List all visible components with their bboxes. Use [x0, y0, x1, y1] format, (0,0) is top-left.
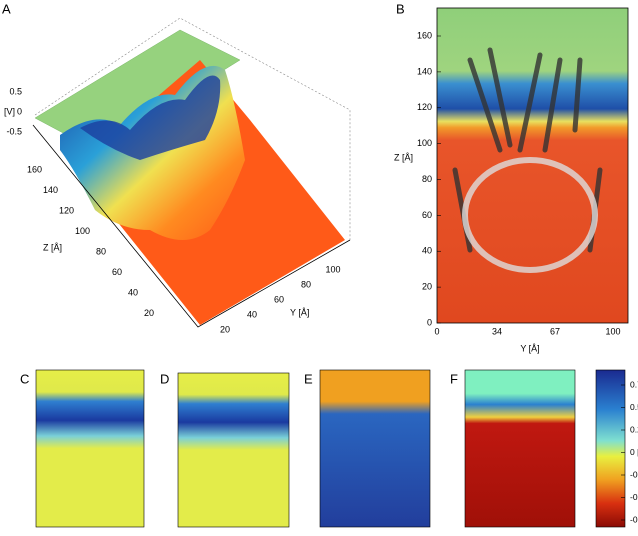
tick-label: 80: [422, 174, 432, 184]
tick-label: 60: [274, 294, 284, 304]
tick-label: 0: [17, 106, 22, 116]
map-c: [35, 369, 145, 528]
tick-label: 140: [417, 66, 432, 76]
axis-label: Z [Å]: [43, 242, 62, 252]
tick-label: 120: [417, 102, 432, 112]
tick-label: 0: [434, 326, 439, 336]
tick-label: 34: [492, 326, 502, 336]
map-f: [464, 369, 576, 528]
map-e: [319, 369, 431, 528]
axis-label: Y [Å]: [290, 307, 309, 317]
colorbar-tick-label: 0.25: [630, 424, 638, 434]
tick-label: 20: [422, 282, 432, 292]
panel-label: A: [2, 1, 11, 16]
tick-label: 20: [220, 324, 230, 334]
map-d: [177, 372, 290, 528]
panel-label: E: [304, 371, 313, 386]
axis-label: Z [Å]: [394, 152, 413, 162]
panel-label: F: [450, 371, 458, 386]
colorbar-tick-label: -0.25: [630, 469, 638, 479]
panel-label: C: [20, 371, 29, 386]
colorbar-tick-label: 0 [V]: [630, 447, 638, 457]
surface-plot: [32, 17, 351, 328]
colorbar-tick-label: -0.50: [630, 492, 638, 502]
potential-map: [436, 7, 629, 324]
tick-label: 100: [417, 138, 432, 148]
colorbar: [595, 369, 626, 528]
tick-label: 67: [550, 326, 560, 336]
tick-label: 40: [247, 309, 257, 319]
tick-label: 40: [422, 246, 432, 256]
tick-label: -0.5: [6, 126, 22, 136]
panel-label: D: [160, 371, 169, 386]
panel-label: B: [396, 1, 405, 16]
tick-label: 100: [75, 226, 90, 236]
tick-label: 60: [422, 210, 432, 220]
tick-label: 60: [112, 267, 122, 277]
tick-label: 80: [96, 246, 106, 256]
tick-label: 0.5: [9, 86, 22, 96]
tick-label: 160: [417, 30, 432, 40]
tick-label: 160: [27, 164, 42, 174]
colorbar-tick-label: 0.50: [630, 402, 638, 412]
tick-label: 40: [128, 287, 138, 297]
tick-label: 20: [144, 308, 154, 318]
tick-label: 120: [59, 205, 74, 215]
tick-label: 100: [325, 264, 340, 274]
tick-label: 100: [605, 326, 620, 336]
axis-label: [V]: [4, 106, 15, 116]
axis-label: Y [Å]: [520, 343, 539, 353]
colorbar-tick-label: -0.75: [630, 514, 638, 524]
tick-label: 0: [427, 317, 432, 327]
tick-label: 140: [43, 185, 58, 195]
colorbar-tick-label: 0.75: [630, 379, 638, 389]
tick-label: 80: [301, 279, 311, 289]
